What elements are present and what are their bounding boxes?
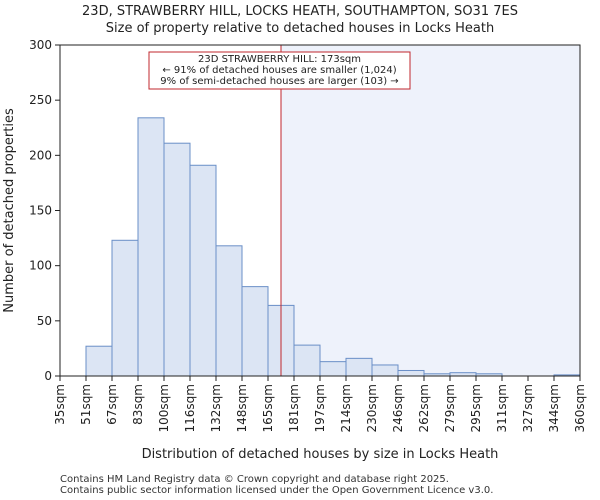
bar-197sqm [319, 361, 347, 377]
bar-132sqm [215, 245, 243, 377]
y-tick-label: 150 [29, 204, 52, 218]
bars-group [85, 117, 581, 377]
bar-246sqm [397, 369, 425, 377]
chart-subtitle: Size of property relative to detached ho… [105, 21, 495, 36]
larger-region-shade [281, 45, 580, 376]
annotation-frame [148, 51, 411, 90]
x-tick-label: 230sqm [365, 384, 379, 432]
x-tick-label: 181sqm [287, 384, 301, 432]
y-tick-label: 200 [29, 148, 52, 162]
bar-214sqm [345, 357, 373, 377]
x-tick-label: 327sqm [521, 384, 535, 432]
x-tick-label: 67sqm [105, 384, 119, 425]
x-tick-label: 132sqm [209, 384, 223, 432]
annotation-line-3: 9% of semi-detached houses are larger (1… [160, 76, 398, 87]
x-tick-label: 83sqm [131, 384, 145, 425]
y-tick-label: 300 [29, 38, 52, 52]
x-tick-label: 311sqm [495, 384, 509, 432]
y-tick-label: 50 [37, 314, 52, 328]
footer-line-1: Contains HM Land Registry data © Crown c… [60, 474, 449, 485]
bar-51sqm [85, 345, 113, 377]
x-tick-label: 279sqm [443, 384, 457, 432]
bar-148sqm [241, 286, 269, 377]
bar-67sqm [111, 239, 139, 377]
bar-181sqm [293, 344, 321, 377]
annotation-line-1: 23D STRAWBERRY HILL: 173sqm [198, 54, 361, 65]
x-tick-label: 165sqm [261, 384, 275, 432]
axes-group: 0 50 100 150 200 250 300 35sqm 51sqm 67sqm 83sqm 10… [29, 38, 587, 432]
x-tick-label: 148sqm [235, 384, 249, 432]
bar-116sqm [189, 164, 217, 377]
x-tick-label: 197sqm [313, 384, 327, 432]
annotation-line-2: ← 91% of detached houses are smaller (1,… [162, 65, 396, 76]
bar-230sqm [371, 364, 399, 377]
x-tick-label: 35sqm [53, 384, 67, 425]
bar-83sqm [137, 117, 165, 377]
bar-100sqm [163, 142, 191, 377]
annotation-box: 23D STRAWBERRY HILL: 173sqm ← 91% of det… [148, 51, 411, 90]
x-axis-label: Distribution of detached houses by size … [142, 447, 499, 462]
chart-title: 23D, STRAWBERRY HILL, LOCKS HEATH, SOUTH… [82, 4, 518, 19]
x-tick-label: 360sqm [573, 384, 587, 432]
footer-line-2: Contains public sector information licen… [60, 485, 494, 496]
x-tick-label: 51sqm [79, 384, 93, 425]
y-tick-label: 250 [29, 93, 52, 107]
x-tick-label: 262sqm [417, 384, 431, 432]
x-tick-label: 214sqm [339, 384, 353, 432]
x-tick-label: 295sqm [469, 384, 483, 432]
y-tick-label: 100 [29, 259, 52, 273]
x-tick-label: 116sqm [183, 384, 197, 432]
x-tick-label: 100sqm [157, 384, 171, 432]
y-tick-label: 0 [44, 369, 52, 383]
y-axis-label: Number of detached properties [2, 108, 17, 313]
x-tick-label: 246sqm [391, 384, 405, 432]
x-tick-label: 344sqm [547, 384, 561, 432]
